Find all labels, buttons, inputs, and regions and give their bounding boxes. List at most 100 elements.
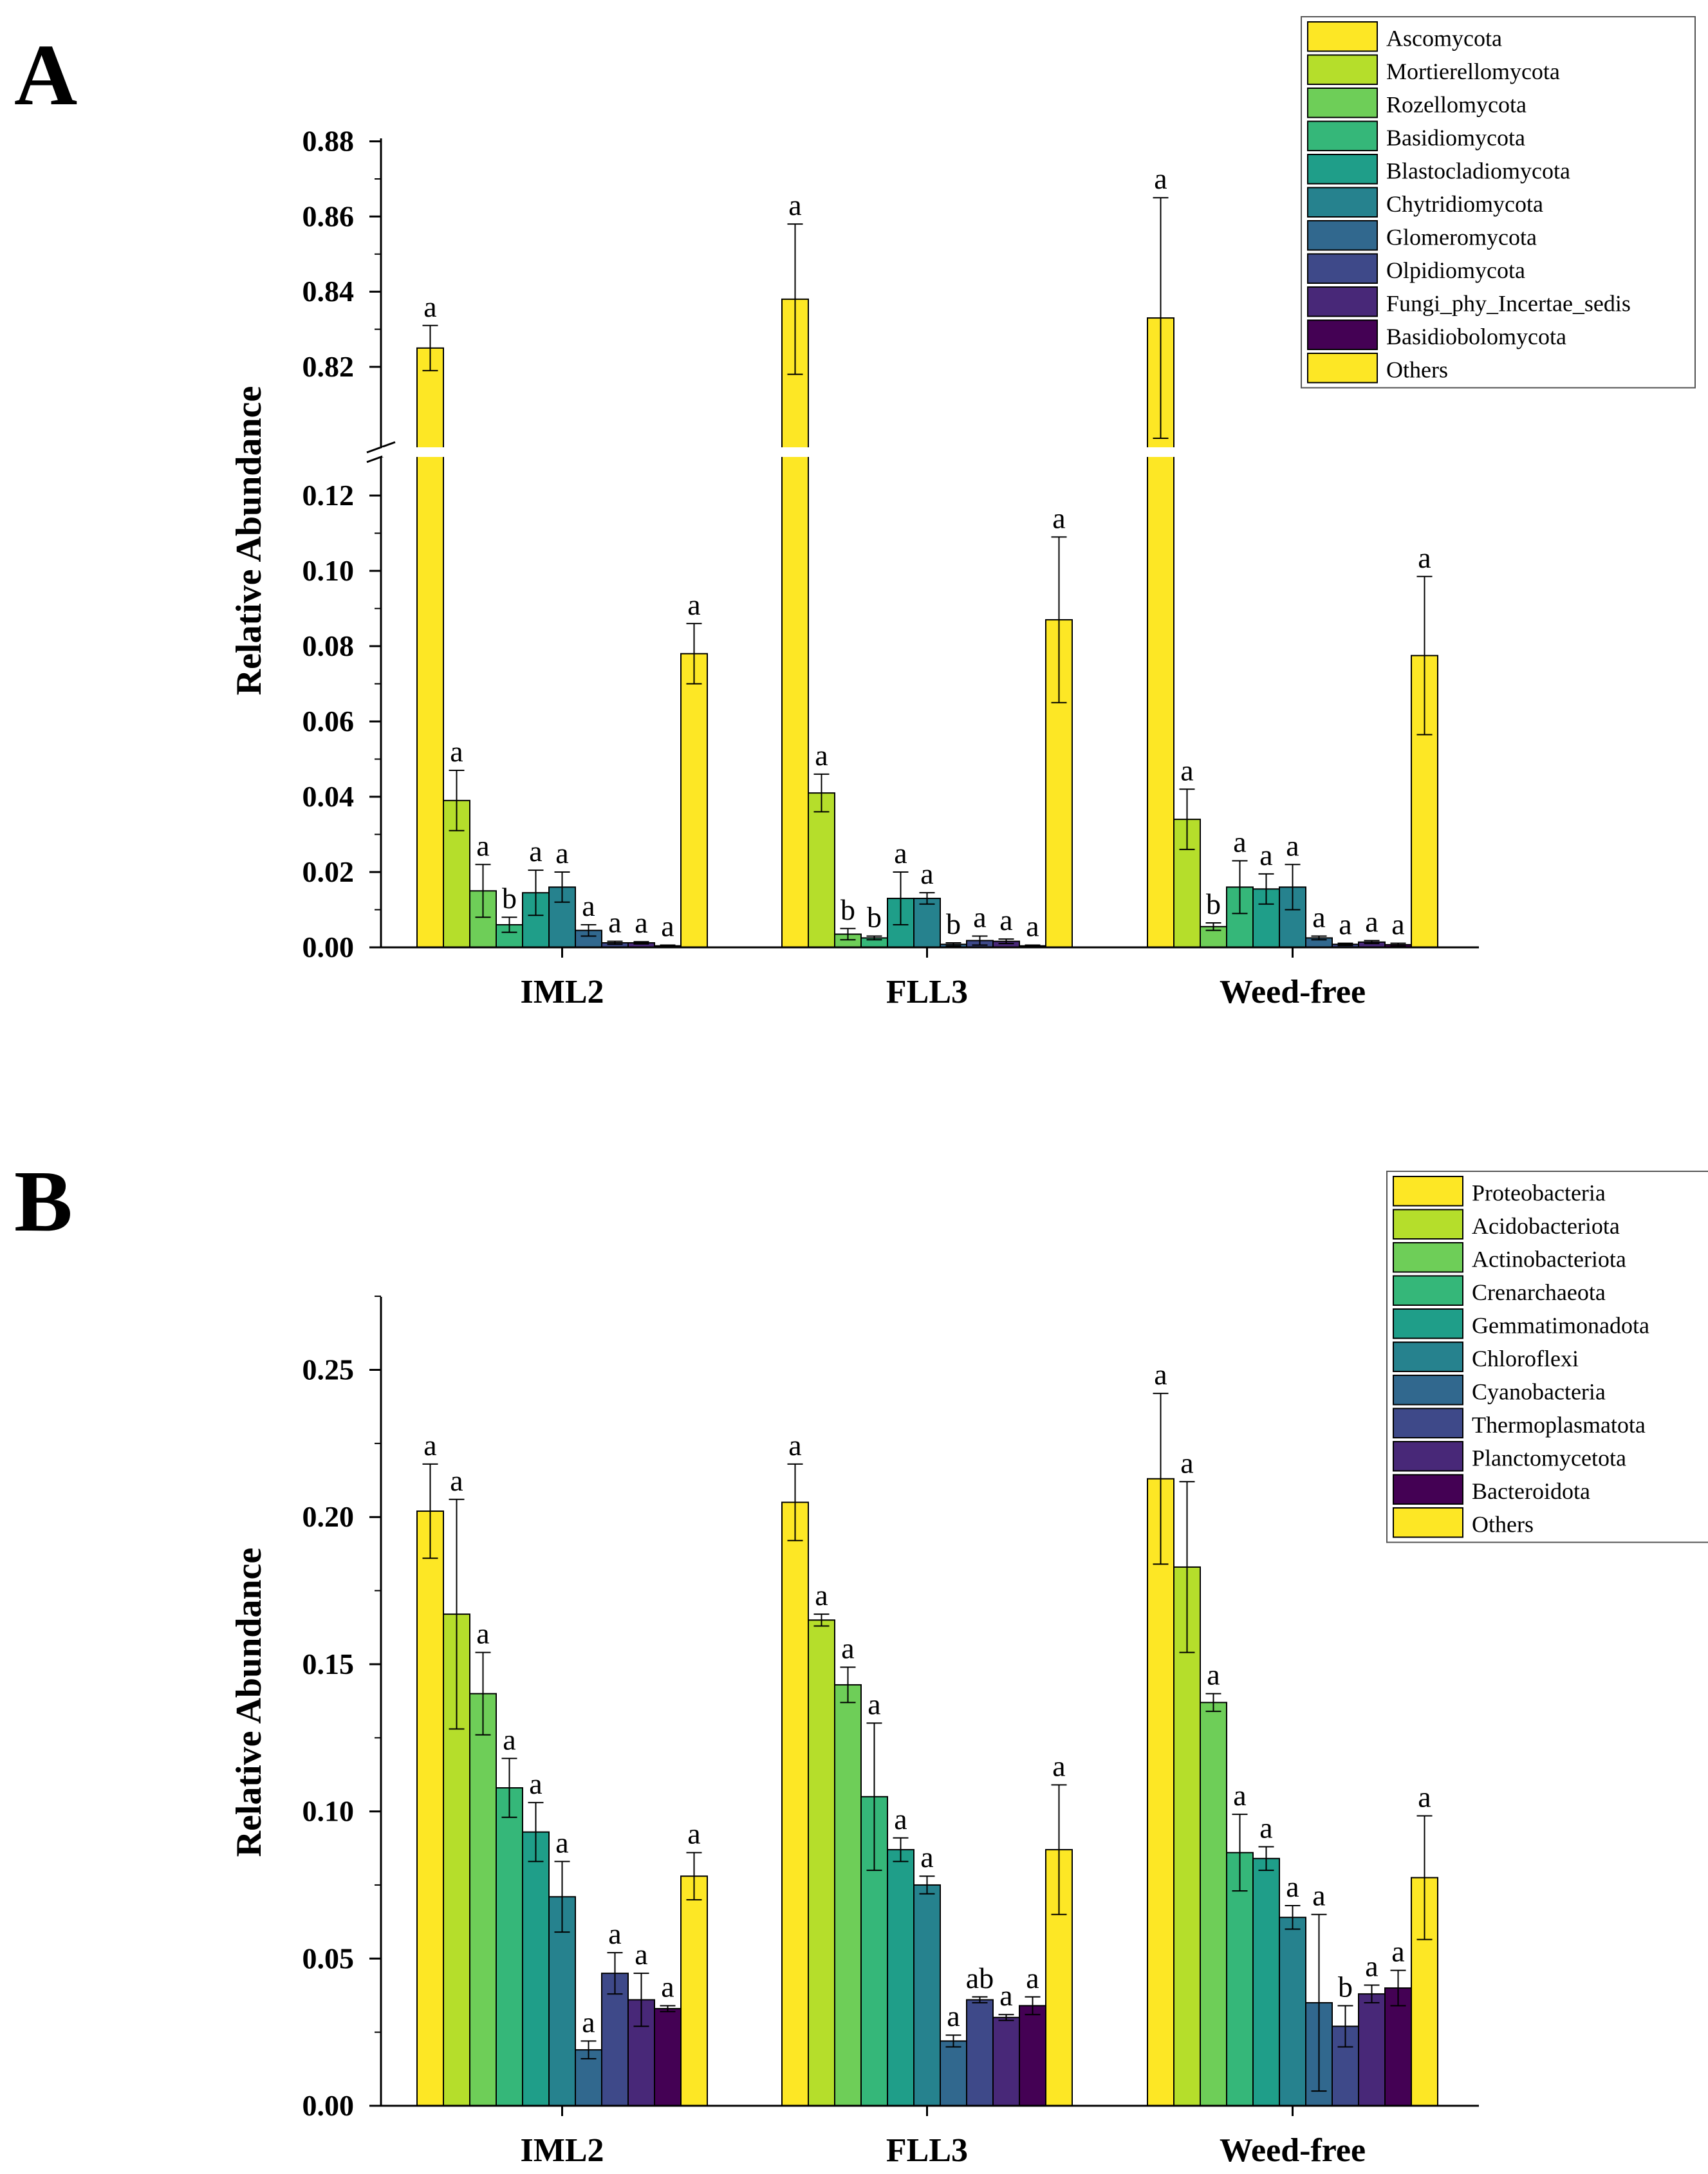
bar-others xyxy=(680,653,708,948)
significance-letter: a xyxy=(1391,1935,1404,1968)
legend-swatch xyxy=(1393,1474,1463,1505)
legend-swatch xyxy=(1307,319,1378,350)
significance-letter: a xyxy=(635,906,647,939)
bar-bacteroidota xyxy=(1019,2005,1046,2106)
legend-swatch xyxy=(1307,353,1378,384)
legend-swatch xyxy=(1307,54,1378,85)
x-category-label: IML2 xyxy=(521,974,604,1010)
y-tick-label: 0.00 xyxy=(302,2089,355,2122)
y-tick-label: 0.12 xyxy=(302,479,355,512)
significance-letter: a xyxy=(1312,900,1325,933)
significance-letter: a xyxy=(1418,541,1431,574)
significance-letter: a xyxy=(608,906,621,939)
legend-label: Fungi_phy_Incertae_sedis xyxy=(1386,291,1631,317)
bar-planctomycetota xyxy=(992,2016,1020,2107)
significance-letter: a xyxy=(788,1429,801,1462)
panel-a-chart: 0.82 0.84 0.86 0.88 0.00 0.02 0.04 0.06 0.08 0.10… xyxy=(229,16,1696,1010)
significance-letter: a xyxy=(687,588,700,621)
legend-swatch xyxy=(1307,88,1378,118)
x-category-label: FLL3 xyxy=(886,2132,968,2169)
significance-letter: a xyxy=(476,1617,489,1650)
bar-acidobacteriota xyxy=(808,1619,835,2107)
significance-letter: a xyxy=(635,1938,647,1971)
significance-letter: a xyxy=(1180,1446,1193,1479)
legend-swatch xyxy=(1393,1375,1463,1406)
legend-label: Crenarchaeota xyxy=(1472,1279,1606,1305)
significance-letter: a xyxy=(1339,908,1351,941)
y-tick-label: 0.00 xyxy=(302,931,355,963)
significance-letter: a xyxy=(1312,1879,1325,1912)
legend-label: Bacteroidota xyxy=(1472,1478,1590,1504)
legend-label: Others xyxy=(1472,1512,1534,1538)
panel-b-chart: 0.00 0.05 0.10 0.15 0.20 0.25 Relative Abundan… xyxy=(229,1171,1708,2169)
y-tick-label: 0.10 xyxy=(302,1795,355,1828)
significance-letter: a xyxy=(582,889,595,922)
legend-swatch xyxy=(1393,1507,1463,1538)
significance-letter: a xyxy=(894,1803,907,1835)
legend-swatch xyxy=(1307,253,1378,284)
significance-letter: a xyxy=(423,290,436,323)
bar-mortierellomycota xyxy=(808,792,835,949)
significance-letter: a xyxy=(1286,1870,1299,1903)
bar-ascomycota xyxy=(781,298,809,948)
y-tick-label: 0.04 xyxy=(302,780,355,813)
significance-letter: a xyxy=(476,829,489,862)
legend-label: Chytridiomycota xyxy=(1386,191,1543,217)
x-category-label: Weed-free xyxy=(1220,2132,1366,2169)
y-tick-label: 0.10 xyxy=(302,554,355,587)
significance-letter: a xyxy=(1365,1949,1378,1982)
legend-swatch xyxy=(1393,1176,1463,1207)
y-tick-label: 0.88 xyxy=(302,125,355,158)
significance-letter: a xyxy=(1026,909,1039,942)
legend-swatch xyxy=(1307,21,1378,52)
x-category-label: Weed-free xyxy=(1220,974,1366,1010)
legend-label: Acidobacteriota xyxy=(1472,1213,1620,1239)
bar-others xyxy=(680,1875,708,2107)
significance-letter: a xyxy=(788,189,801,221)
y-tick-label: 0.05 xyxy=(302,1942,355,1974)
significance-letter: ab xyxy=(966,1962,994,1994)
bar-thermoplasmatota xyxy=(966,1999,994,2106)
legend-label: Thermoplasmatota xyxy=(1472,1412,1646,1438)
x-category-label: FLL3 xyxy=(886,974,968,1010)
bar-proteobacteria xyxy=(1147,1478,1174,2107)
legend-label: Basidiomycota xyxy=(1386,125,1525,151)
legend-swatch xyxy=(1307,120,1378,151)
significance-letter: a xyxy=(999,1979,1012,2012)
significance-letter: a xyxy=(582,2005,595,2038)
significance-letter: a xyxy=(450,1464,463,1497)
legend-label: Planctomycetota xyxy=(1472,1445,1626,1471)
significance-letter: a xyxy=(999,904,1012,936)
significance-letter: a xyxy=(894,837,907,869)
bar-bacteroidota xyxy=(654,2008,682,2107)
bar-chytridiomycota xyxy=(913,897,941,948)
legend-swatch xyxy=(1393,1308,1463,1339)
significance-letter: a xyxy=(815,739,828,772)
significance-letter: a xyxy=(841,1631,854,1664)
y-tick-label: 0.06 xyxy=(302,705,355,738)
legend-label: Cyanobacteria xyxy=(1472,1379,1606,1405)
significance-letter: a xyxy=(868,1687,880,1720)
significance-letter: a xyxy=(555,1826,568,1859)
y-axis-title: Relative Abundance xyxy=(229,386,269,696)
bar-actinobacteriota xyxy=(1200,1702,1227,2107)
legend-label: Others xyxy=(1386,357,1448,383)
bar-acidobacteriota xyxy=(1173,1566,1201,2106)
legend-label: Gemmatimonadota xyxy=(1472,1313,1649,1339)
bar-gemmatimonadota xyxy=(887,1849,914,2106)
legend-swatch xyxy=(1393,1275,1463,1306)
y-tick-label: 0.86 xyxy=(302,200,355,232)
x-category-label: IML2 xyxy=(521,2132,604,2169)
significance-letter: a xyxy=(608,1917,621,1950)
significance-letter: a xyxy=(1154,162,1167,195)
y-tick-label: 0.08 xyxy=(302,629,355,662)
significance-letter: a xyxy=(1154,1358,1167,1391)
significance-letter: a xyxy=(920,857,933,890)
legend-swatch xyxy=(1393,1242,1463,1273)
panel-letter-a: A xyxy=(14,27,77,124)
bar-gemmatimonadota xyxy=(1252,1857,1280,2106)
legend-label: Proteobacteria xyxy=(1472,1180,1606,1206)
legend-swatch xyxy=(1307,286,1378,317)
legend-swatch xyxy=(1307,187,1378,218)
y-tick-label: 0.15 xyxy=(302,1648,355,1680)
